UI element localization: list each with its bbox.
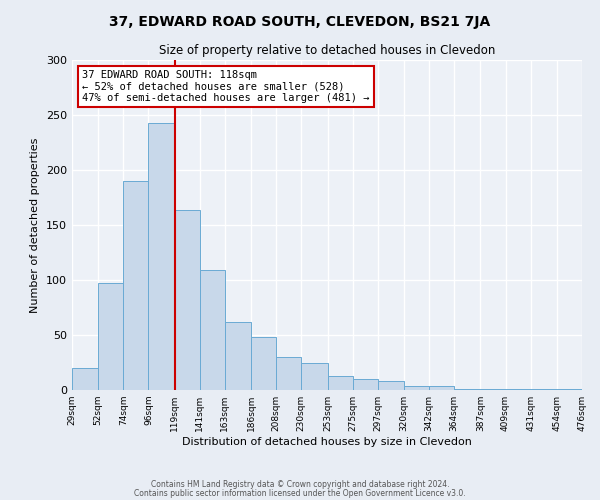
Bar [481, 389, 506, 390]
Text: Contains public sector information licensed under the Open Government Licence v3: Contains public sector information licen… [134, 488, 466, 498]
Bar [72, 368, 98, 390]
Bar [124, 181, 148, 390]
X-axis label: Distribution of detached houses by size in Clevedon: Distribution of detached houses by size … [182, 437, 472, 447]
Bar [378, 381, 404, 390]
Bar [530, 389, 557, 390]
Text: 37, EDWARD ROAD SOUTH, CLEVEDON, BS21 7JA: 37, EDWARD ROAD SOUTH, CLEVEDON, BS21 7J… [109, 15, 491, 29]
Title: Size of property relative to detached houses in Clevedon: Size of property relative to detached ho… [159, 44, 495, 58]
Bar [148, 122, 175, 390]
Bar [200, 270, 225, 390]
Bar [557, 389, 582, 390]
Y-axis label: Number of detached properties: Number of detached properties [31, 138, 40, 312]
Text: Contains HM Land Registry data © Crown copyright and database right 2024.: Contains HM Land Registry data © Crown c… [151, 480, 449, 489]
Bar [225, 322, 251, 390]
Bar [98, 284, 124, 390]
Bar [175, 210, 200, 390]
Bar [301, 362, 328, 390]
Bar [251, 337, 276, 390]
Bar [328, 376, 353, 390]
Bar [276, 357, 301, 390]
Text: 37 EDWARD ROAD SOUTH: 118sqm
← 52% of detached houses are smaller (528)
47% of s: 37 EDWARD ROAD SOUTH: 118sqm ← 52% of de… [82, 70, 370, 103]
Bar [454, 389, 481, 390]
Bar [506, 389, 530, 390]
Bar [429, 386, 454, 390]
Bar [353, 379, 378, 390]
Bar [404, 386, 429, 390]
